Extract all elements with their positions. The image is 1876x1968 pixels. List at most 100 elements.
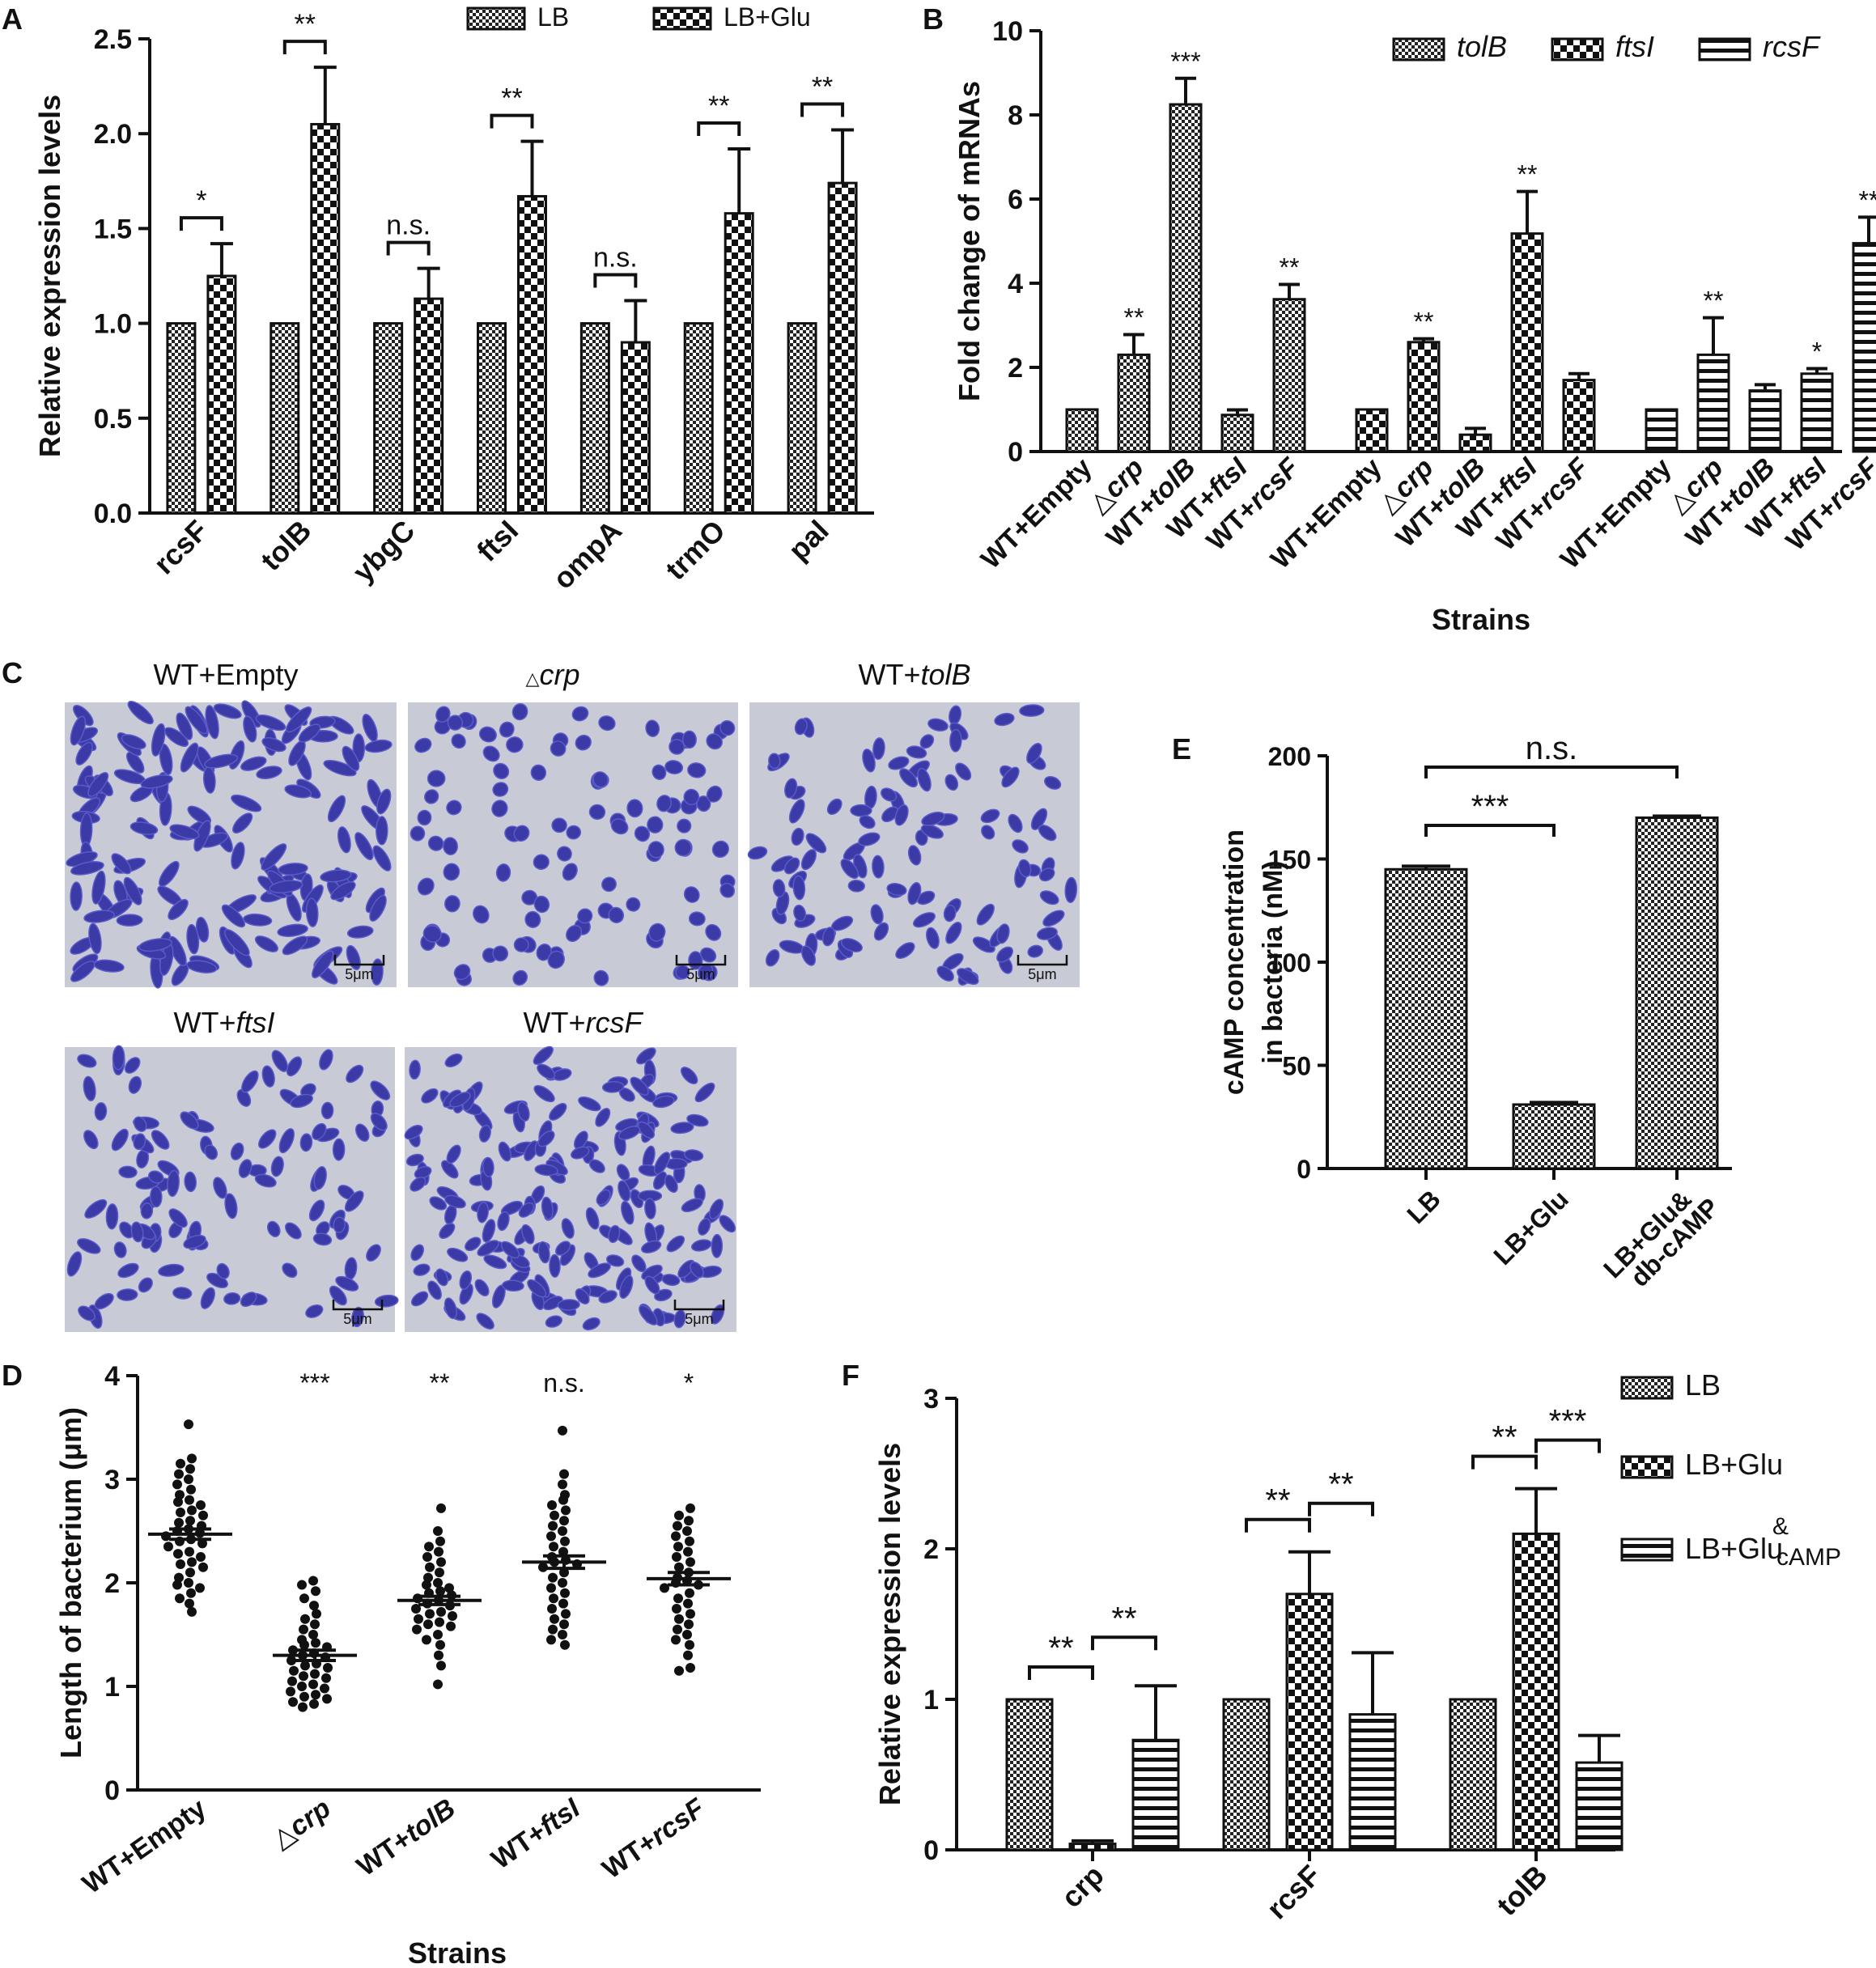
bacterium [652, 1095, 675, 1109]
y-tick-label: 4 [104, 1361, 120, 1392]
bacterium [172, 1287, 193, 1300]
bacterium [686, 1113, 709, 1127]
bacterium [598, 1290, 618, 1304]
bacterium [138, 1277, 153, 1293]
bacterium [972, 936, 995, 953]
significance-label: ** [1124, 303, 1144, 332]
significance-label: ** [1265, 1483, 1290, 1519]
bacterium [70, 881, 83, 911]
data-point [311, 1586, 320, 1597]
bacterium [278, 1128, 295, 1154]
panel-letter-B: B [923, 2, 944, 36]
data-point [184, 1578, 193, 1588]
data-point [312, 1609, 321, 1619]
bacterium [1019, 704, 1045, 717]
bacterium [765, 948, 780, 967]
bacterium [899, 768, 918, 788]
data-point [436, 1606, 446, 1617]
bacterium [441, 1160, 459, 1179]
bar-tolB-0 [1065, 408, 1099, 453]
data-point [548, 1521, 558, 1531]
bacterium [240, 1292, 257, 1308]
y-tick-label: 1.5 [94, 214, 132, 244]
bacterium [183, 1234, 206, 1249]
bacterium [645, 719, 660, 737]
bacterium [435, 1268, 448, 1287]
bacterium [593, 969, 609, 986]
legend-label: tolB [1457, 30, 1507, 63]
legend-label: LB+Glu [724, 2, 811, 32]
legend-swatch [466, 6, 526, 31]
data-point [436, 1503, 446, 1513]
bacterium [906, 745, 927, 759]
bacterium [447, 1247, 469, 1262]
bacterium [491, 800, 508, 817]
bacterium [465, 1236, 482, 1252]
bacterium [70, 861, 104, 876]
data-point [286, 1656, 296, 1665]
y-tick-label: 0 [923, 1835, 939, 1866]
bacterium [351, 1306, 364, 1328]
bacterium [414, 1165, 432, 1179]
bacterium [577, 908, 593, 924]
bacterium [130, 1221, 144, 1243]
y-tick-label: 1.0 [94, 309, 132, 340]
data-point [308, 1679, 318, 1690]
bar-LB-pal [787, 322, 817, 515]
panel-e-chart: 0 50 100 150 200 cAMP concentration in bacteri… [1219, 731, 1732, 1292]
bacterium [566, 924, 583, 943]
bacterium [410, 825, 426, 842]
bacterium [224, 1193, 238, 1219]
data-point [560, 1536, 570, 1546]
bacterium [518, 1202, 535, 1218]
data-point [433, 1578, 443, 1588]
data-point [558, 1425, 567, 1436]
bacterium [677, 818, 692, 833]
significance-label: ** [295, 9, 316, 40]
bacterium [549, 1253, 561, 1278]
bacterium [123, 876, 142, 906]
data-point [674, 1562, 684, 1572]
data-point [186, 1484, 196, 1495]
bacterium [913, 912, 936, 928]
data-point [549, 1542, 558, 1552]
bacterium [255, 715, 286, 732]
bacterium [241, 1070, 259, 1093]
bacterium [534, 1164, 558, 1177]
bacterium [698, 1218, 711, 1236]
bacterium [370, 1080, 391, 1101]
y-tick-label: 200 [1268, 742, 1311, 771]
bacterium [772, 879, 786, 897]
data-point [320, 1683, 329, 1694]
bacterium [261, 843, 287, 871]
y-axis-title: Relative expression levels [873, 1443, 906, 1805]
bacterium [254, 935, 278, 952]
x-tick-label: trmO [659, 514, 732, 587]
data-point [299, 1624, 308, 1635]
bacterium [150, 1185, 163, 1208]
bar-ftsI-0 [1355, 408, 1389, 453]
x-axis-title: Strains [1432, 603, 1530, 636]
bacterium [376, 788, 392, 815]
x-tick-label: rcsF [1260, 1859, 1327, 1926]
bacterium [346, 925, 374, 939]
bacterium [547, 950, 565, 969]
bacterium [557, 1299, 580, 1311]
data-point [559, 1516, 569, 1526]
bacterium [601, 876, 617, 893]
y-tick-label: 0.0 [94, 498, 132, 529]
significance-bracket [1424, 824, 1556, 837]
legend-swatch [1620, 1455, 1674, 1479]
data-point [176, 1559, 185, 1569]
bacterium [176, 712, 193, 740]
y-axis-title: Length of bacterium (μm) [54, 1407, 87, 1758]
x-tick-label: WT+rcsF [596, 1792, 711, 1885]
bacterium [648, 922, 666, 942]
y-tick-label: 0 [1297, 1155, 1311, 1184]
data-point [425, 1562, 435, 1572]
significance-label: ** [1859, 185, 1876, 214]
x-tick-label: tolB [1490, 1859, 1553, 1922]
bacterium [862, 749, 876, 773]
bacterium [610, 818, 629, 835]
bar-tolB-4 [1272, 298, 1306, 453]
